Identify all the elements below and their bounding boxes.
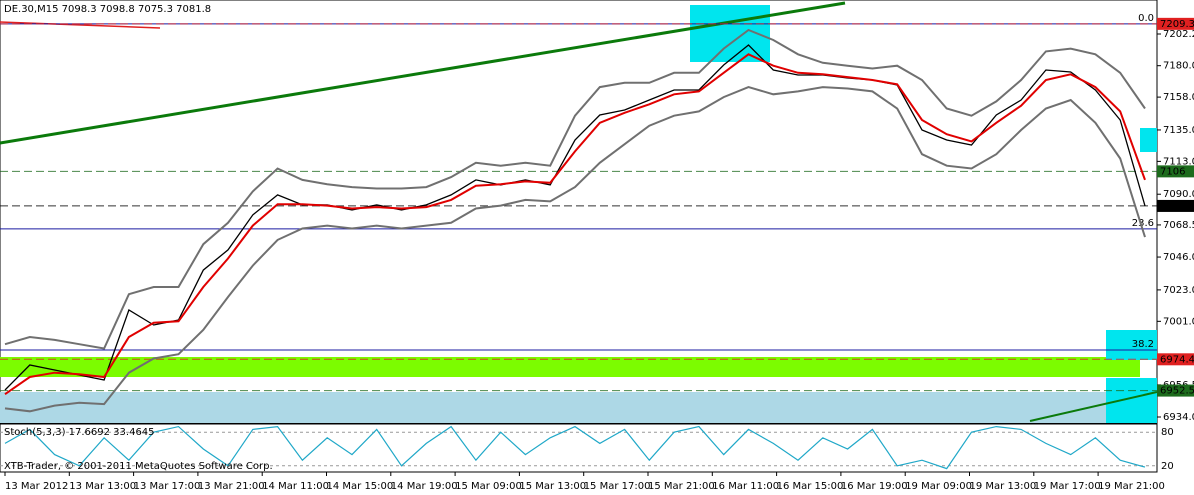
price-tag — [1157, 199, 1194, 212]
y-tick-label: 7001.0 — [1163, 316, 1194, 327]
series-line — [4, 86, 1146, 413]
zone-blue — [0, 392, 1140, 423]
x-tick-label: 15 Mar 21:00 — [648, 481, 715, 492]
x-tick-label: 15 Mar 17:00 — [584, 481, 651, 492]
x-tick-label: 13 Mar 2012 — [5, 481, 68, 492]
stoch-plot — [0, 425, 1157, 470]
y-tick-label: 7158.0 — [1163, 92, 1194, 103]
x-tick-label: 16 Mar 15:00 — [777, 481, 844, 492]
x-tick-label: 19 Mar 13:00 — [970, 481, 1037, 492]
y-tick-label: 7023.0 — [1163, 285, 1194, 296]
main-plot: 0.0 23.6 38.2 — [0, 13, 1157, 413]
price-tag-label: 7209.3 — [1160, 19, 1194, 30]
highlight-box — [1140, 128, 1157, 152]
chart-title: DE.30,M15 7098.3 7098.8 7075.3 7081.8 — [4, 4, 211, 15]
stoch-line — [4, 425, 1146, 470]
x-tick-label: 14 Mar 19:00 — [391, 481, 458, 492]
fib-label: 0.0 — [1138, 13, 1154, 24]
x-tick-label: 15 Mar 09:00 — [455, 481, 522, 492]
y-tick-label: 7090.0 — [1163, 189, 1194, 200]
main-pane — [0, 0, 1158, 424]
x-tick-label: 16 Mar 19:00 — [841, 481, 908, 492]
series-line — [4, 28, 1146, 350]
x-tick-label: 16 Mar 11:00 — [712, 481, 779, 492]
stoch-tick-label: 20 — [1161, 461, 1174, 472]
x-tick-label: 13 Mar 17:00 — [134, 481, 201, 492]
drawings — [0, 1, 1157, 423]
x-tick-label: 14 Mar 11:00 — [262, 481, 329, 492]
x-tick-label: 13 Mar 21:00 — [198, 481, 265, 492]
y-tick-label: 7068.5 — [1163, 220, 1194, 231]
price-tag-label: 7081.8 — [1160, 201, 1194, 212]
trend-line — [0, 21, 161, 29]
y-tick-label: 7180.0 — [1163, 61, 1194, 72]
x-tick-label: 15 Mar 13:00 — [519, 481, 586, 492]
zone-green — [0, 357, 1140, 377]
x-tick-label: 19 Mar 21:00 — [1098, 481, 1165, 492]
series-line — [4, 44, 1146, 391]
price-tag — [1157, 353, 1194, 366]
price-tag — [1157, 17, 1194, 30]
price-tag-label: 6952.5 — [1160, 386, 1194, 397]
footer: XTB-Trader, © 2001-2011 MetaQuotes Softw… — [4, 461, 273, 472]
y-tick-label: 6934.0 — [1163, 412, 1194, 423]
highlight-box — [1106, 378, 1157, 423]
fib-label: 38.2 — [1132, 339, 1154, 350]
y-tick-label: 7202.2 — [1163, 29, 1194, 40]
y-tick-label: 7135.0 — [1163, 125, 1194, 136]
price-tag — [1157, 384, 1194, 397]
x-tick-label: 19 Mar 09:00 — [905, 481, 972, 492]
trend-line — [1029, 391, 1157, 422]
trend-line — [0, 1, 846, 145]
fib-label: 23.6 — [1132, 218, 1154, 229]
price-tag-label: 7106 — [1160, 166, 1185, 177]
stoch-tick-label: 80 — [1161, 427, 1174, 438]
price-tag-label: 6974.4 — [1160, 354, 1194, 365]
stoch-label: Stoch(5,3,3) 17.6692 33.4645 — [4, 427, 155, 438]
price-tag — [1157, 165, 1194, 178]
series-line — [4, 53, 1146, 396]
y-tick-label: 7113.0 — [1163, 156, 1194, 167]
x-tick-label: 14 Mar 15:00 — [327, 481, 394, 492]
x-tick-label: 13 Mar 13:00 — [69, 481, 136, 492]
y-tick-label: 7046.0 — [1163, 252, 1194, 263]
highlight-box — [1106, 330, 1157, 360]
x-tick-label: 19 Mar 17:00 — [1034, 481, 1101, 492]
